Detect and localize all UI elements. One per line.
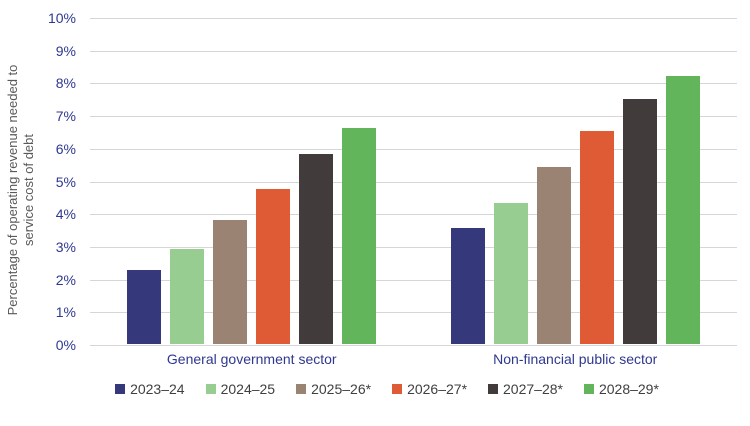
legend-item-202425: 2024–25 (205, 381, 276, 397)
y-axis-tick-labels: 0% 1% 2% 3% 4% 5% 6% 7% 8% 9% 10% (0, 0, 82, 426)
gridline-1 (90, 312, 737, 313)
legend-swatch-icon (205, 384, 216, 394)
legend-swatch-icon (392, 384, 403, 394)
legend-label: 2023–24 (130, 381, 185, 397)
legend-swatch-icon (488, 384, 499, 394)
bar-202324-cat1 (450, 227, 485, 344)
legend-swatch-icon (296, 384, 307, 394)
y-tick-label-2: 2% (55, 272, 76, 288)
legend-swatch-icon (583, 384, 594, 394)
gridline-10 (90, 18, 737, 19)
bar-202728-cat1 (622, 98, 657, 344)
bar-group-0 (90, 17, 414, 344)
y-tick-label-7: 7% (55, 108, 76, 124)
gridline-9 (90, 51, 737, 52)
bar-202829-cat1 (665, 75, 700, 344)
legend-label: 2025–26* (311, 381, 372, 397)
gridline-7 (90, 116, 737, 117)
y-tick-label-3: 3% (55, 239, 76, 255)
gridline-8 (90, 83, 737, 84)
gridline-3 (90, 247, 737, 248)
legend-label: 2028–29* (598, 381, 659, 397)
gridline-6 (90, 149, 737, 150)
bar-202526-cat1 (536, 167, 571, 344)
y-tick-label-0: 0% (55, 337, 76, 353)
legend-item-202627: 2026–27* (392, 382, 467, 396)
bar-202627-cat0 (256, 188, 291, 344)
bar-202324-cat0 (127, 270, 162, 344)
legend: 2023–24 2024–25 2025–26* 2026–27* 2027–28* 20… (24, 382, 750, 396)
legend-label: 2027–28* (503, 381, 563, 397)
legend-item-202728: 2027–28* (488, 382, 563, 396)
bar-202425-cat0 (170, 249, 205, 344)
legend-item-202829: 2028–29* (583, 381, 659, 397)
gridline-5 (90, 182, 737, 183)
gridline-0 (90, 345, 737, 346)
category-label-0: General government sector (166, 351, 337, 367)
x-axis-category-labels: General government sector Non-financial p… (90, 351, 737, 367)
legend-swatch-icon (115, 384, 126, 394)
y-tick-label-4: 4% (55, 206, 76, 222)
plot-area (90, 17, 737, 346)
legend-item-202324: 2023–24 (115, 382, 185, 396)
bar-202829-cat0 (342, 128, 377, 344)
bar-groups (90, 17, 737, 344)
y-tick-label-1: 1% (55, 304, 76, 320)
bar-202425-cat1 (493, 203, 528, 344)
gridline-4 (90, 214, 737, 215)
category-label-1: Non-financial public sector (493, 351, 658, 367)
bar-202627-cat1 (579, 131, 614, 344)
y-tick-label-6: 6% (55, 141, 76, 157)
bar-group-1 (414, 17, 738, 344)
y-tick-label-5: 5% (55, 174, 76, 190)
legend-item-202526: 2025–26* (296, 382, 371, 396)
legend-label: 2026–27* (407, 381, 468, 397)
bar-202526-cat0 (213, 219, 248, 344)
legend-label: 2024–25 (220, 381, 276, 397)
y-tick-label-8: 8% (55, 75, 76, 91)
y-tick-label-9: 9% (55, 43, 76, 59)
gridline-2 (90, 280, 737, 281)
y-tick-label-10: 10% (47, 10, 76, 26)
bar-202728-cat0 (299, 154, 334, 344)
